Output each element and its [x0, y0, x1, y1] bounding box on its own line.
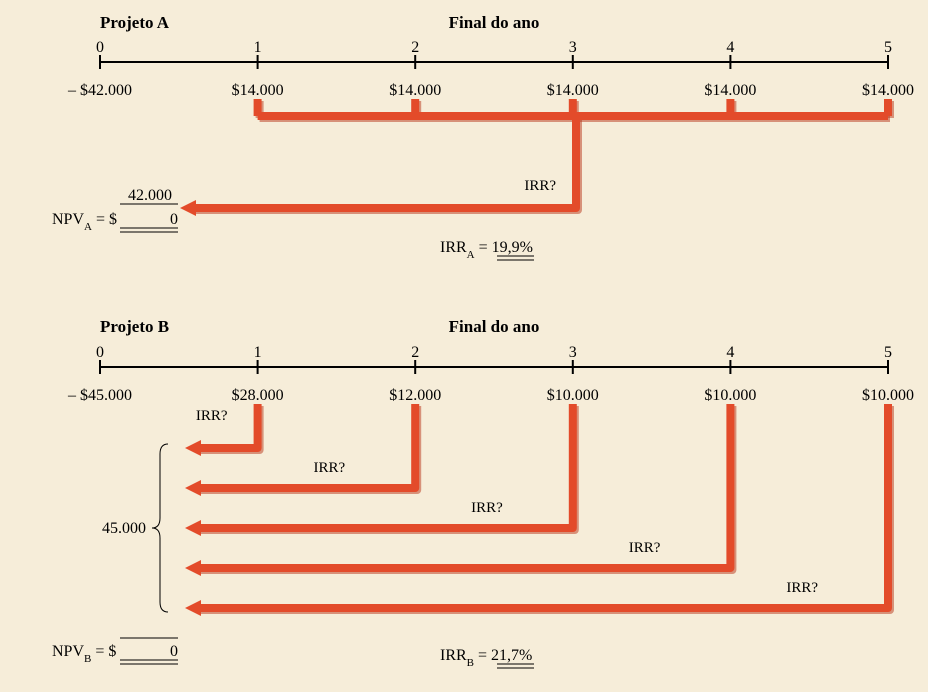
cashflow-b: $10.000: [862, 387, 914, 404]
tick-label: 3: [569, 344, 577, 361]
project-a-title: Projeto A: [100, 13, 170, 32]
diagram-container: Projeto A Final do ano 0 1 2 3 4 5 – $42.000 $14.…: [0, 0, 928, 687]
tick-label: 3: [569, 39, 577, 56]
cashflow-a: $14.000: [389, 82, 441, 99]
irr-question-b: IRR?: [629, 540, 661, 556]
tick-label: 5: [884, 344, 892, 361]
npv-a-value: 0: [170, 211, 178, 228]
arrow-head: [185, 600, 201, 616]
pv-a-value: 42.000: [128, 187, 172, 204]
irr-question-b: IRR?: [314, 460, 346, 476]
npv-b-value: 0: [170, 643, 178, 660]
project-b-title: Projeto B: [100, 317, 169, 336]
irr-question-b: IRR?: [471, 500, 503, 516]
tick-label: 5: [884, 39, 892, 56]
tick-label: 0: [96, 344, 104, 361]
npv-a-label: NPVA = $: [52, 211, 117, 233]
irr-question-b: IRR?: [786, 580, 818, 596]
project-b-header: Final do ano: [449, 317, 540, 336]
brace-label: 45.000: [102, 520, 146, 537]
arrow-head: [185, 520, 201, 536]
arrow-head: [185, 560, 201, 576]
flow-line-b: [197, 404, 573, 528]
arrow-head: [185, 440, 201, 456]
cashflow-b: $28.000: [232, 387, 284, 404]
tick-label: 1: [254, 344, 262, 361]
tick-label: 4: [726, 39, 734, 56]
flow-main: [194, 118, 578, 210]
flow-main: [192, 116, 576, 208]
cashflow-b: $12.000: [389, 387, 441, 404]
cashflow-a: $14.000: [232, 82, 284, 99]
irr-question-a: IRR?: [524, 178, 556, 194]
flow-line-b: [197, 404, 888, 608]
irr-question-b: IRR?: [196, 408, 228, 424]
cashflow-a: $14.000: [862, 82, 914, 99]
project-a-header: Final do ano: [449, 13, 540, 32]
tick-label: 1: [254, 39, 262, 56]
diagram-svg: Projeto A Final do ano 0 1 2 3 4 5 – $42.000 $14.…: [0, 0, 928, 687]
brace: [152, 444, 168, 612]
irr-b-result: IRRB = 21,7%: [440, 647, 532, 669]
tick-label: 0: [96, 39, 104, 56]
cashflow-b: – $45.000: [67, 387, 132, 404]
tick-label: 2: [411, 344, 419, 361]
cashflow-a: $14.000: [704, 82, 756, 99]
irr-a-result: IRRA = 19,9%: [440, 239, 533, 261]
cashflow-a: $14.000: [547, 82, 599, 99]
npv-b-label: NPVB = $: [52, 643, 116, 665]
arrow-head: [185, 480, 201, 496]
tick-label: 4: [726, 344, 734, 361]
arrow-head: [180, 200, 196, 216]
cashflow-b: $10.000: [547, 387, 599, 404]
cashflow-a: – $42.000: [67, 82, 132, 99]
tick-label: 2: [411, 39, 419, 56]
cashflow-b: $10.000: [704, 387, 756, 404]
